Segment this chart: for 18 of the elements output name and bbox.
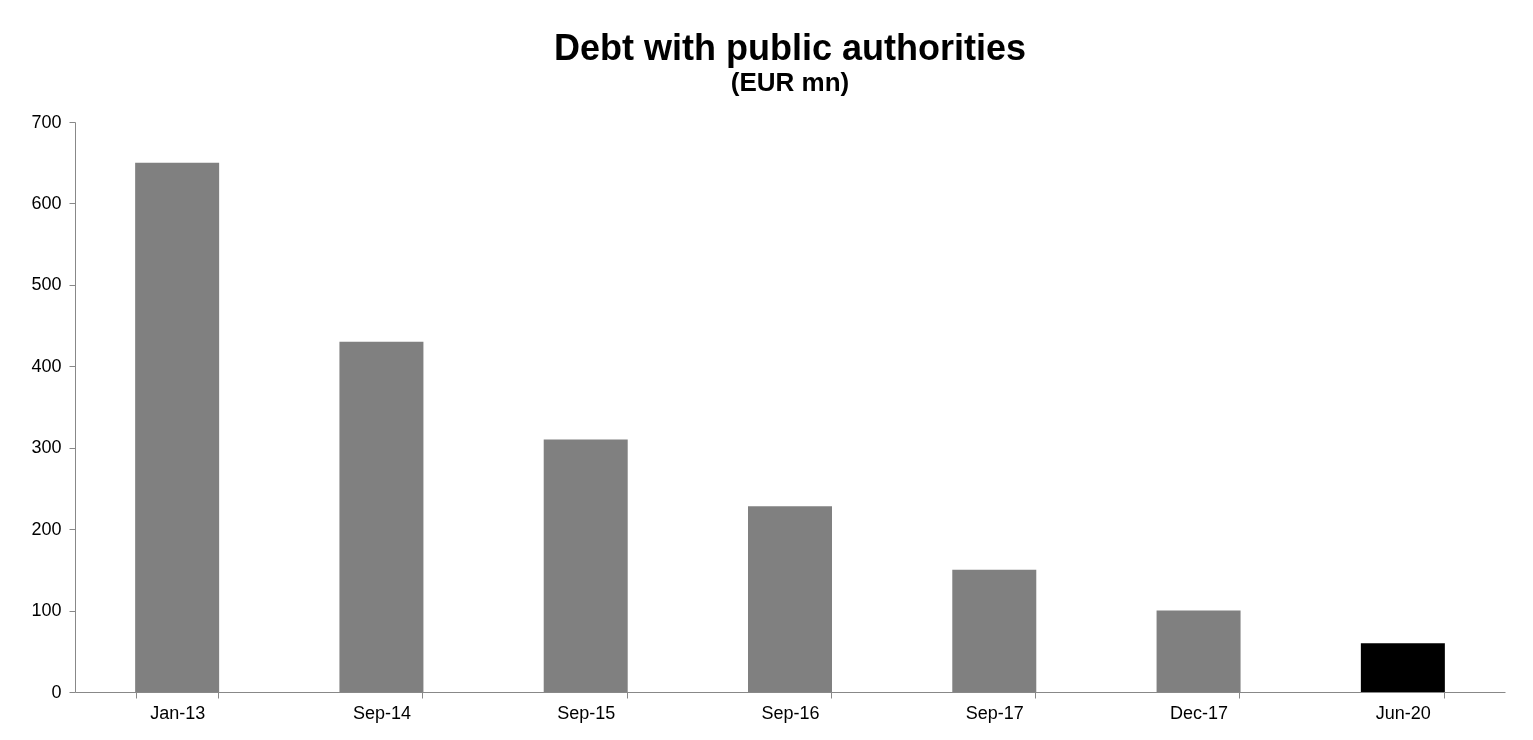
- chart-subtitle: (EUR mn): [730, 67, 850, 97]
- x-tick-label: Sep-15: [557, 702, 616, 723]
- y-tick-label: 500: [31, 274, 62, 295]
- x-tick-label: Dec-17: [1170, 702, 1229, 723]
- y-tick-label: 600: [31, 192, 62, 213]
- y-tick-label: 700: [31, 111, 62, 132]
- bar: [1360, 643, 1445, 692]
- chart-title: Debt with public authorities: [553, 27, 1027, 68]
- y-tick-label: 100: [31, 600, 62, 621]
- y-tick-label: 0: [51, 681, 62, 702]
- x-tick-label: Sep-17: [965, 702, 1024, 723]
- x-tick-label: Jun-20: [1375, 702, 1431, 723]
- y-tick-label: 200: [31, 518, 62, 539]
- y-tick-label: 400: [31, 355, 62, 376]
- x-tick-label: Sep-14: [352, 702, 411, 723]
- y-tick-label: 300: [31, 437, 62, 458]
- x-tick-label: Jan-13: [150, 702, 206, 723]
- x-tick-label: Sep-16: [761, 702, 820, 723]
